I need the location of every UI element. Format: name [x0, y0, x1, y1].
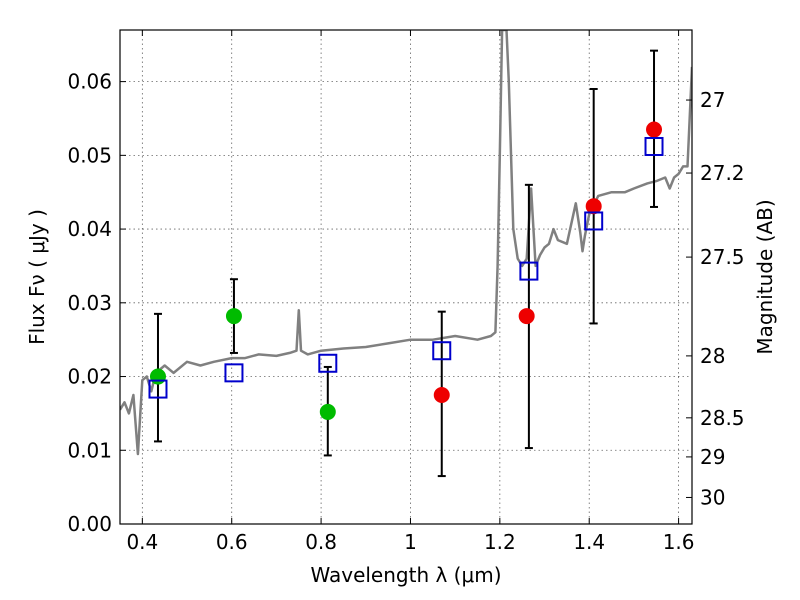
y-tick-label: 0.02 [67, 365, 112, 389]
right-tick-label: 28 [700, 344, 725, 368]
x-tick-label: 1.2 [484, 530, 516, 554]
model-point [519, 261, 539, 281]
y-tick-label: 0.01 [67, 438, 112, 462]
right-tick-label: 28.5 [700, 406, 745, 430]
x-tick-label: 0.6 [216, 530, 248, 554]
plot-background [120, 30, 692, 524]
model-point [644, 136, 664, 156]
x-tick-label: 0.8 [305, 530, 337, 554]
right-tick-label: 29 [700, 445, 725, 469]
y-tick-label: 0.00 [67, 512, 112, 536]
y-axis-title-right: Magnitude (AB) [753, 199, 777, 354]
data-point [646, 121, 663, 138]
y-tick-label: 0.04 [67, 217, 112, 241]
model-point [584, 211, 604, 231]
spectrum [120, 30, 692, 456]
x-tick-label: 1.4 [573, 530, 605, 554]
data-point [518, 308, 535, 325]
data-point [319, 403, 336, 420]
y-tick-label: 0.05 [67, 143, 112, 167]
model-point [148, 379, 168, 399]
data-point [433, 386, 450, 403]
model-point [224, 363, 244, 383]
right-tick-label: 27.2 [700, 161, 745, 185]
right-tick-label: 27.5 [700, 245, 745, 269]
spectrum-line [120, 30, 692, 456]
y-tick-label: 0.03 [67, 291, 112, 315]
right-tick-label: 30 [700, 485, 725, 509]
data-point [225, 308, 242, 325]
x-tick-label: 1 [404, 530, 417, 554]
model-point [432, 341, 452, 361]
model-point [318, 353, 338, 373]
data-point [149, 368, 166, 385]
markers [148, 121, 664, 420]
x-axis-title: Wavelength λ (μm) [310, 563, 501, 587]
tick-labels: 0.4 0.6 0.8 1 1.2 1.4 1.6 0.00 0.01 0.02 0.03 0.04 0… [67, 70, 744, 554]
plot-frame [119, 29, 693, 525]
x-tick-label: 0.4 [126, 530, 158, 554]
x-tick-label: 1.6 [663, 530, 695, 554]
y-tick-label: 0.06 [67, 70, 112, 94]
data-point [585, 198, 602, 215]
y-axis-title-left: Flux Fν ( μJy ) [25, 209, 49, 345]
right-tick-label: 27 [700, 88, 725, 112]
